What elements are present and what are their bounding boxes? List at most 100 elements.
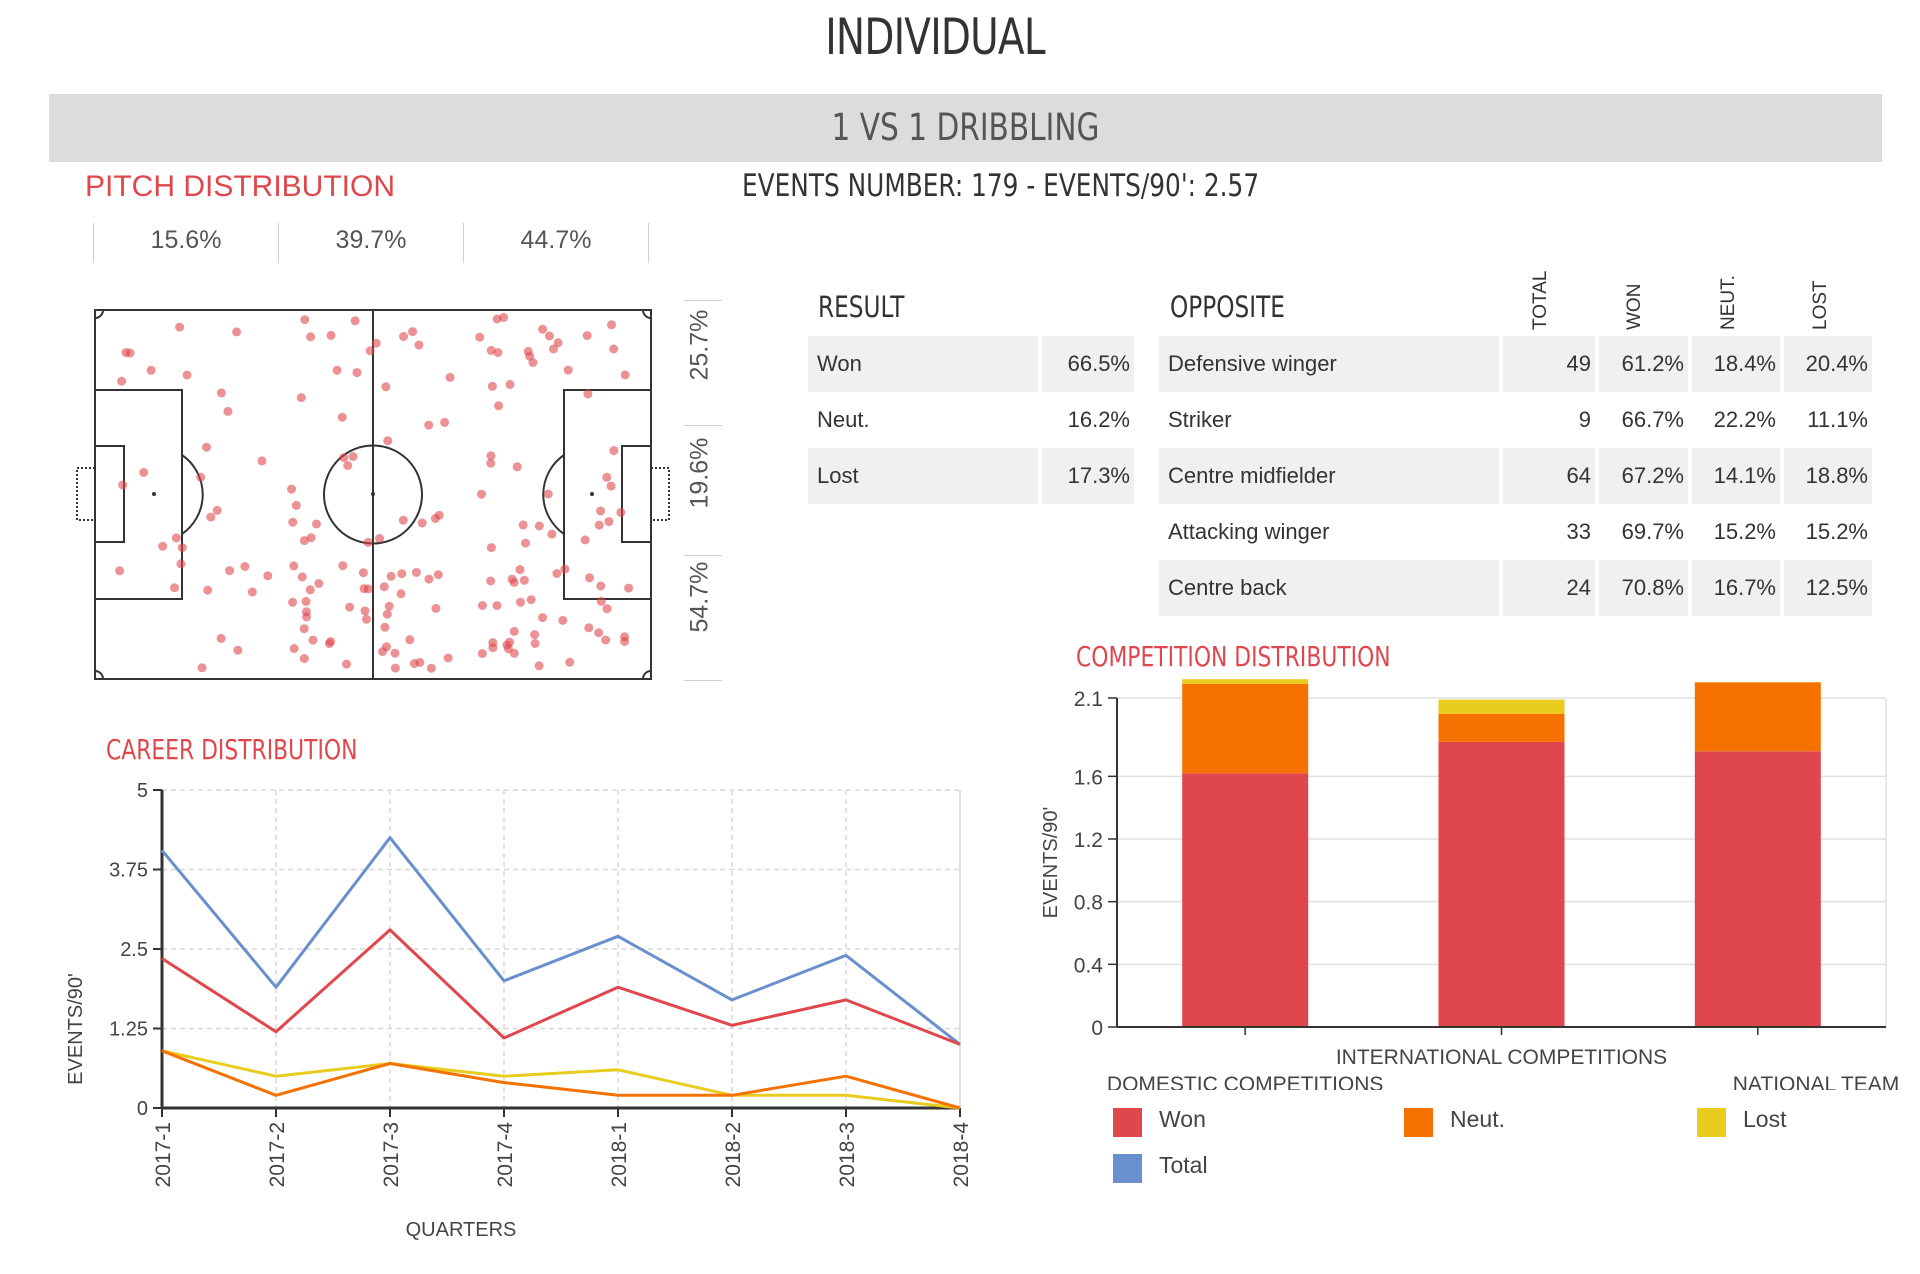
competition-chart-title: COMPETITION DISTRIBUTION — [1076, 640, 1391, 673]
event-dot — [544, 331, 554, 341]
opposite-lost: 20.4% — [1784, 336, 1872, 392]
event-dot — [487, 381, 497, 391]
event-dot — [602, 472, 612, 482]
event-dot — [486, 458, 496, 468]
event-dot — [314, 579, 324, 588]
event-dot — [365, 346, 375, 356]
event-dot — [424, 420, 434, 430]
event-dot — [306, 332, 316, 342]
zone-divider — [463, 223, 464, 263]
event-dot — [287, 484, 296, 494]
event-dot — [378, 647, 388, 657]
competition-bar-chart: 0 0.4 0.8 1.2 1.6 2.1 DOMESTIC COMPETITIONS INT… — [1040, 679, 1899, 1090]
event-dot — [538, 613, 548, 623]
event-dot — [582, 331, 592, 341]
x-category-label: NATIONAL TEAM — [1733, 1073, 1899, 1090]
event-dot — [358, 568, 368, 578]
event-dot — [288, 597, 298, 607]
event-dot — [494, 401, 504, 411]
event-dot — [493, 348, 503, 358]
event-dot — [396, 589, 406, 599]
column-header-lost: LOST — [1810, 280, 1831, 330]
zone-attacking-pct: 44.7% — [520, 226, 592, 254]
result-label: Lost — [808, 448, 1038, 504]
event-dot — [620, 636, 630, 646]
x-axis-title: QUARTERS — [406, 1219, 517, 1241]
opposite-won: 66.7% — [1599, 392, 1688, 448]
event-dot — [507, 574, 517, 584]
x-tick-label: 2018-1 — [608, 1122, 631, 1187]
lane-centre-pct: 19.6% — [685, 437, 714, 509]
event-dot — [399, 332, 408, 341]
event-dot — [212, 505, 222, 515]
x-category-label: DOMESTIC COMPETITIONS — [1107, 1073, 1384, 1090]
event-dot — [502, 640, 512, 650]
event-dot — [240, 562, 250, 571]
event-dot — [553, 338, 563, 348]
y-tick-label: 1.25 — [109, 1019, 148, 1041]
section-title: 1 VS 1 DRIBBLING — [831, 106, 1100, 149]
event-dot — [381, 382, 391, 392]
opposite-lost: 12.5% — [1784, 560, 1872, 616]
event-dot — [486, 576, 496, 586]
series-line-lost — [161, 1049, 961, 1110]
event-dot — [297, 572, 307, 582]
event-dot — [515, 565, 525, 575]
event-dot — [375, 534, 384, 543]
event-dot — [125, 348, 135, 358]
column-header-neut: NEUT. — [1718, 275, 1739, 330]
y-tick-label: 1.2 — [1074, 829, 1103, 852]
lane-divider — [684, 555, 722, 556]
event-dot — [348, 452, 358, 461]
section-header-bar: 1 VS 1 DRIBBLING — [49, 94, 1882, 162]
event-dot — [305, 585, 315, 595]
event-dot — [580, 535, 590, 545]
event-dot — [443, 653, 453, 663]
event-dot — [594, 628, 604, 638]
event-dot — [445, 372, 455, 382]
event-dot — [288, 517, 298, 527]
bar-won-segment — [1694, 751, 1821, 1027]
legend-label-total: Total — [1159, 1152, 1208, 1178]
event-dot — [620, 370, 630, 380]
event-dot — [519, 575, 529, 585]
legend-swatch-lost — [1697, 1108, 1726, 1137]
event-dot — [383, 436, 393, 446]
event-dot — [352, 368, 362, 378]
career-chart-title: CAREER DISTRIBUTION — [106, 733, 358, 766]
zone-divider — [278, 223, 279, 263]
event-dot — [360, 606, 370, 616]
x-category-label: INTERNATIONAL COMPETITIONS — [1336, 1046, 1667, 1069]
event-dot — [409, 659, 419, 668]
opposite-label: Striker — [1159, 392, 1499, 448]
left-goal-area — [94, 445, 125, 543]
legend-swatch-won — [1113, 1108, 1142, 1137]
x-tick-label: 2017-4 — [494, 1122, 517, 1188]
bar-won-segment — [1182, 773, 1309, 1027]
lane-divider — [684, 680, 722, 681]
event-dot — [538, 324, 548, 334]
event-dot — [332, 365, 342, 375]
event-dot — [202, 442, 211, 452]
event-dot — [596, 581, 606, 591]
event-dot — [171, 533, 181, 543]
right-goal — [650, 467, 670, 521]
event-dot — [170, 583, 179, 593]
event-dot — [158, 541, 168, 551]
zone-divider — [93, 223, 94, 263]
event-dot — [424, 574, 434, 584]
opposite-total: 24 — [1503, 560, 1595, 616]
event-dot — [390, 663, 400, 673]
lane-divider — [684, 300, 722, 301]
event-dot — [606, 481, 616, 491]
event-dot — [414, 340, 424, 350]
event-dot — [232, 327, 242, 337]
event-dot — [547, 529, 557, 539]
right-penalty-area — [563, 389, 652, 600]
event-dot — [342, 659, 351, 669]
x-tick-label: 2018-3 — [836, 1122, 859, 1187]
event-dot — [223, 406, 233, 416]
event-dot — [516, 597, 525, 607]
y-tick-label: 0.4 — [1074, 954, 1104, 977]
event-dot — [563, 365, 573, 375]
